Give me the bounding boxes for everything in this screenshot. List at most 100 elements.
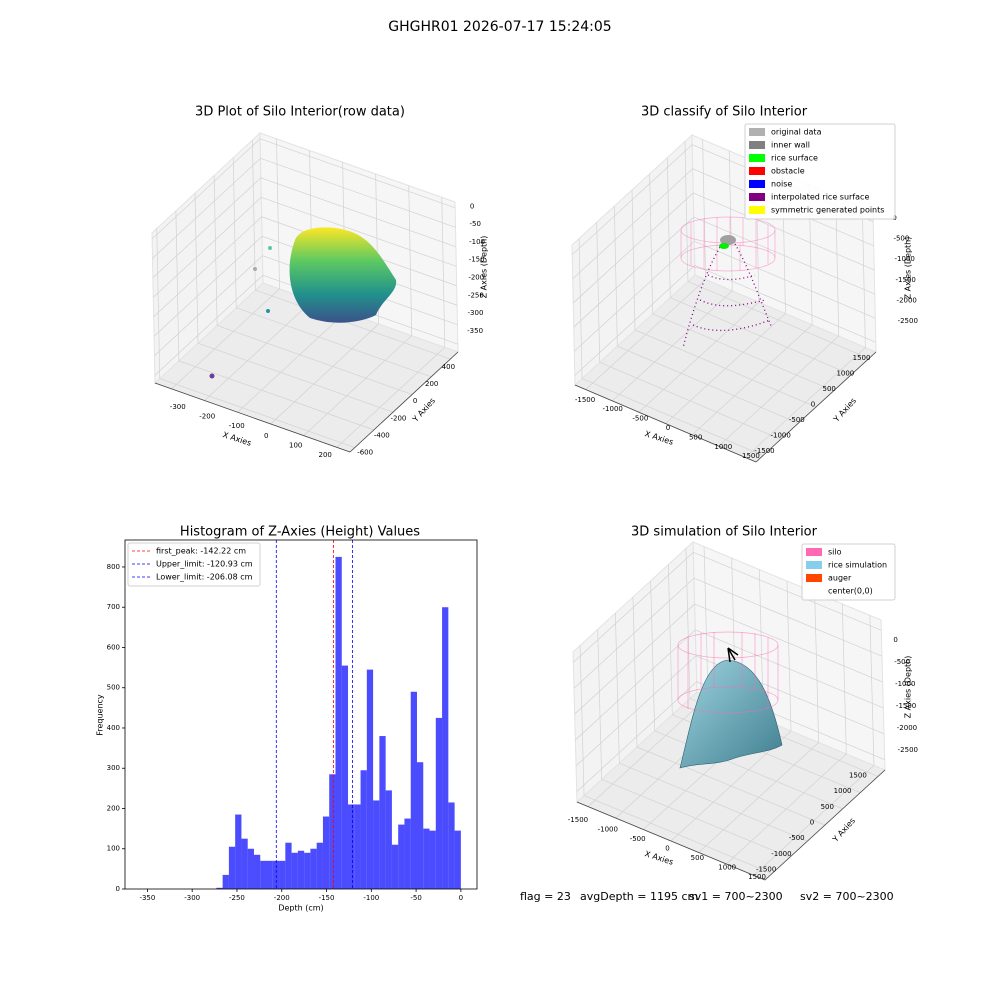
grid-line [685,548,691,699]
legend-box [127,542,261,587]
legend-swatch [749,141,765,149]
z-tick-label: -2500 [898,746,918,754]
bar [404,818,411,889]
y-tick-label: 300 [107,764,120,772]
grid-line [667,564,673,715]
y-tick-label: -600 [357,449,373,457]
z-tick-label: -2000 [897,296,917,304]
grid-line [154,274,264,376]
y-tick-label: 700 [107,603,120,611]
bar [448,802,455,889]
bar [285,842,292,889]
grid-line [634,329,817,408]
footer-text: sv2 = 700~2300 [800,890,894,903]
x-tick-label: 0 [264,432,268,440]
y-tick-label: 600 [107,643,120,651]
legend-box [801,543,896,601]
z-tick-label: -2000 [897,724,917,732]
z-tick-label: -1500 [896,276,916,284]
bar [391,844,399,889]
y-tick-label: 500 [822,385,835,393]
legend-label: obstacle [771,167,805,176]
x-tick-label: 1000 [718,864,736,872]
footer-text: sv1 = 700~2300 [689,890,783,903]
z-axis-label: Z Axies (Depth) [904,656,913,719]
grid-line [571,144,693,255]
grid-line [693,577,883,657]
z-tick-label: 0 [470,202,474,210]
x-tick-label: -300 [184,894,200,902]
legend-swatch [806,574,822,582]
x-tick-label: -1500 [568,816,588,824]
legend-swatch [749,180,765,188]
bar [329,774,336,889]
y-tick-label: -1000 [770,431,790,439]
bar [235,814,242,889]
grid-line [576,681,697,792]
z-tick-label: -100 [469,238,485,246]
axis-line [154,382,351,453]
grid-line [578,238,583,379]
grid-line [615,613,620,764]
axis-line [576,801,766,881]
legend-swatch [806,561,822,569]
x-tick-label: -300 [170,403,186,411]
grid-line [574,603,695,715]
grid-line [153,197,262,298]
grid-line [579,645,585,796]
outlier [266,309,270,313]
grid-line [336,347,446,448]
y-tick-label: -200 [390,414,406,422]
grid-line [303,335,412,436]
z-axis-label: Z Axies (Depth) [904,237,913,300]
legend-label: center(0,0) [828,587,873,596]
grid-line [596,222,601,363]
legend-label: Upper_limit: -120.93 cm [156,560,253,569]
legend-label: inner wall [771,141,810,150]
footer: flag = 23 avgDepth = 1195 cm sv1 = 700~2… [520,890,894,903]
grid-line [153,235,263,337]
bar [266,860,273,889]
z-tick-label: -1500 [896,702,916,710]
bar [247,848,254,889]
grid-line [171,288,280,390]
x-tick-label: -100 [229,422,245,430]
bar [341,665,349,889]
x-tick-label: -250 [229,894,245,902]
y-tick-label: -500 [789,834,805,842]
x-tick-label: -1000 [603,405,623,413]
z-tick-label: -500 [894,658,910,666]
bar [398,824,405,889]
bar [360,770,367,889]
grid-line [841,603,847,754]
y-tick-label: 100 [107,845,120,853]
z-tick-label: -350 [467,327,483,335]
z-tick-label: -250 [468,291,484,299]
x-tick-label: -350 [139,894,155,902]
grid-line [636,746,826,826]
grid-line [614,206,618,347]
z-tick-label: -150 [469,256,485,264]
grid-line [573,552,694,663]
grid-line [197,342,394,413]
axes-frame [124,539,478,890]
x-axis-label: X Axies [644,849,675,867]
x-tick-label: 0 [666,424,670,432]
grid-line [694,240,876,319]
axis-line [574,384,757,463]
legend-box [744,123,896,220]
x-tick-label: -1000 [598,825,618,833]
y-tick-label: 200 [107,804,120,812]
grid-line [260,177,457,248]
x-axis-label: X Axies [222,430,253,448]
legend-label: original data [771,128,822,137]
y-tick-label: 0 [811,401,815,409]
grid-line [236,307,432,378]
bar [272,860,280,889]
bar [335,556,342,889]
grid-line [575,655,697,767]
x-tick-label: 1500 [742,452,760,460]
bar [316,842,323,889]
grid-line [599,362,781,440]
grid-line [260,157,456,228]
